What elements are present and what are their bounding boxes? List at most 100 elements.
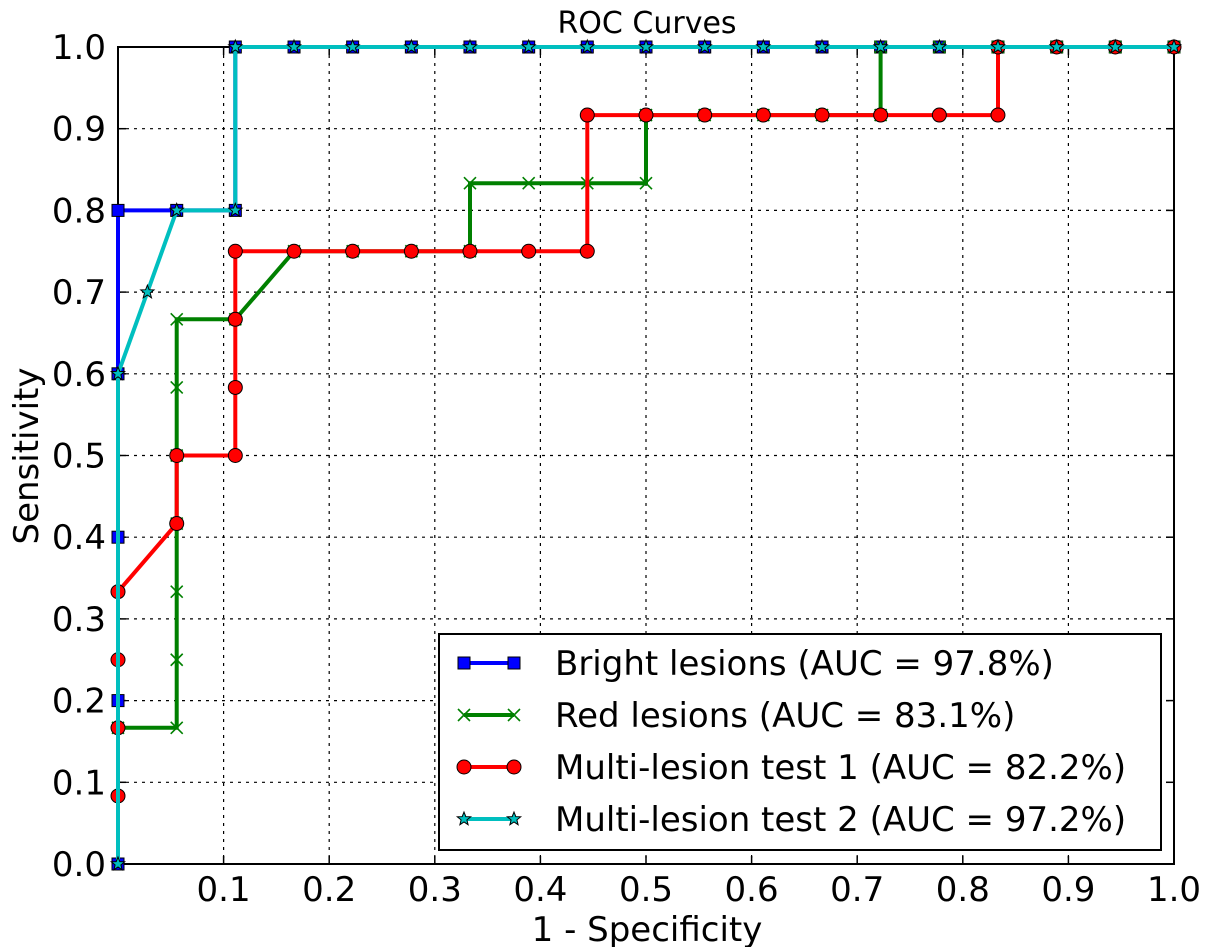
circle-marker xyxy=(462,243,478,259)
star-marker xyxy=(227,201,244,218)
circle-marker xyxy=(638,107,654,123)
y-tick-label: 1.0 xyxy=(52,28,106,68)
legend-label: Bright lesions (AUC = 97.8%) xyxy=(555,644,1054,684)
circle-marker xyxy=(169,448,185,463)
star-marker xyxy=(168,201,185,218)
star-marker xyxy=(579,38,596,54)
circle-marker xyxy=(286,243,302,259)
x-tick-label: 0.8 xyxy=(936,870,990,910)
x-marker xyxy=(457,708,471,722)
circle-marker xyxy=(579,107,595,123)
y-tick-label: 0.5 xyxy=(52,437,106,477)
y-tick-label: 0.2 xyxy=(52,682,106,722)
series-circle xyxy=(110,39,1182,804)
y-tick-label: 0.4 xyxy=(52,518,106,558)
chart-title: ROC Curves xyxy=(557,6,736,41)
legend-label: Red lesions (AUC = 83.1%) xyxy=(555,696,1015,736)
y-tick-label: 0.0 xyxy=(52,845,106,885)
square-marker xyxy=(507,656,521,670)
star-marker xyxy=(344,38,361,54)
star-marker xyxy=(696,38,713,54)
x-tick-label: 1.0 xyxy=(1147,870,1201,910)
x-marker-stroke xyxy=(170,721,184,735)
legend-box xyxy=(438,633,1162,851)
star-marker xyxy=(109,365,127,381)
x-tick-label: 0.2 xyxy=(302,870,356,910)
star-marker xyxy=(505,810,523,826)
series-layer xyxy=(109,38,1183,871)
x-tick-label: 0.1 xyxy=(197,870,251,910)
x-marker-stroke xyxy=(170,653,184,667)
x-marker-stroke xyxy=(463,176,477,190)
x-marker xyxy=(170,721,184,735)
x-marker-stroke xyxy=(522,176,536,190)
x-marker-stroke xyxy=(457,708,471,722)
y-tick-labels: 0.0 0.1 0.2 0.3 0.4 0.5 0.6 0.7 0.8 0.9 1.0 xyxy=(52,28,106,885)
x-marker-stroke xyxy=(170,312,184,326)
y-tick-label: 0.6 xyxy=(52,355,106,395)
star-marker xyxy=(814,38,831,54)
square-marker xyxy=(111,203,125,217)
series-star xyxy=(109,38,1183,871)
legend-entry: Multi-lesion test 1 (AUC = 82.2%) xyxy=(456,748,1126,788)
y-tick-label: 0.1 xyxy=(52,763,106,803)
star-marker xyxy=(755,38,772,54)
y-tick-label: 0.7 xyxy=(52,273,106,313)
star-marker xyxy=(989,38,1006,54)
circle-marker xyxy=(403,243,419,259)
x-marker xyxy=(522,176,536,190)
y-tick-label: 0.3 xyxy=(52,600,106,640)
legend-entry: Red lesions (AUC = 83.1%) xyxy=(457,696,1015,736)
legend-label: Multi-lesion test 1 (AUC = 82.2%) xyxy=(555,748,1126,788)
star-marker xyxy=(403,38,420,54)
x-marker xyxy=(170,380,184,395)
x-marker xyxy=(639,176,653,190)
star-marker xyxy=(109,855,127,871)
legend-label: Multi-lesion test 2 (AUC = 97.2%) xyxy=(555,800,1126,840)
circle-marker xyxy=(521,243,537,259)
star-marker xyxy=(1048,38,1065,54)
x-axis-label: 1 - Specificity xyxy=(532,910,763,947)
x-tick-label: 0.3 xyxy=(408,870,462,910)
circle-marker xyxy=(227,379,243,395)
x-tick-label: 0.9 xyxy=(1041,870,1095,910)
circle-marker xyxy=(755,107,771,123)
x-marker xyxy=(170,585,184,599)
circle-marker xyxy=(990,107,1006,123)
x-marker-stroke xyxy=(639,176,653,190)
x-marker-stroke xyxy=(170,380,184,395)
star-marker xyxy=(455,810,473,826)
legend: Bright lesions (AUC = 97.8%) Red lesions … xyxy=(438,633,1162,851)
square-marker xyxy=(457,656,471,670)
series-line xyxy=(116,45,1174,864)
series-line xyxy=(116,45,1174,796)
circle-marker xyxy=(506,759,522,775)
circle-marker xyxy=(169,516,185,532)
circle-marker xyxy=(814,107,830,123)
circle-marker xyxy=(931,107,947,123)
x-marker-stroke xyxy=(170,585,184,599)
star-marker xyxy=(286,38,303,54)
star-marker xyxy=(637,38,655,54)
x-marker xyxy=(170,312,184,326)
x-tick-label: 0.7 xyxy=(830,870,884,910)
circle-marker xyxy=(345,243,361,259)
circle-marker xyxy=(579,243,595,259)
x-marker xyxy=(170,653,184,667)
x-marker xyxy=(507,708,521,722)
star-marker xyxy=(227,38,244,54)
x-tick-label: 0.6 xyxy=(725,870,779,910)
series-x xyxy=(111,40,1181,735)
legend-entry: Multi-lesion test 2 (AUC = 97.2%) xyxy=(455,800,1126,840)
x-marker xyxy=(463,176,477,190)
legend-entries: Bright lesions (AUC = 97.8%) Red lesions … xyxy=(455,644,1126,840)
star-marker xyxy=(931,38,948,54)
star-marker xyxy=(1107,38,1124,54)
circle-marker xyxy=(456,759,472,775)
circle-marker xyxy=(227,243,243,259)
circle-marker xyxy=(227,311,243,327)
circle-marker xyxy=(697,107,713,123)
y-tick-label: 0.8 xyxy=(52,191,106,231)
circle-marker xyxy=(873,107,889,123)
